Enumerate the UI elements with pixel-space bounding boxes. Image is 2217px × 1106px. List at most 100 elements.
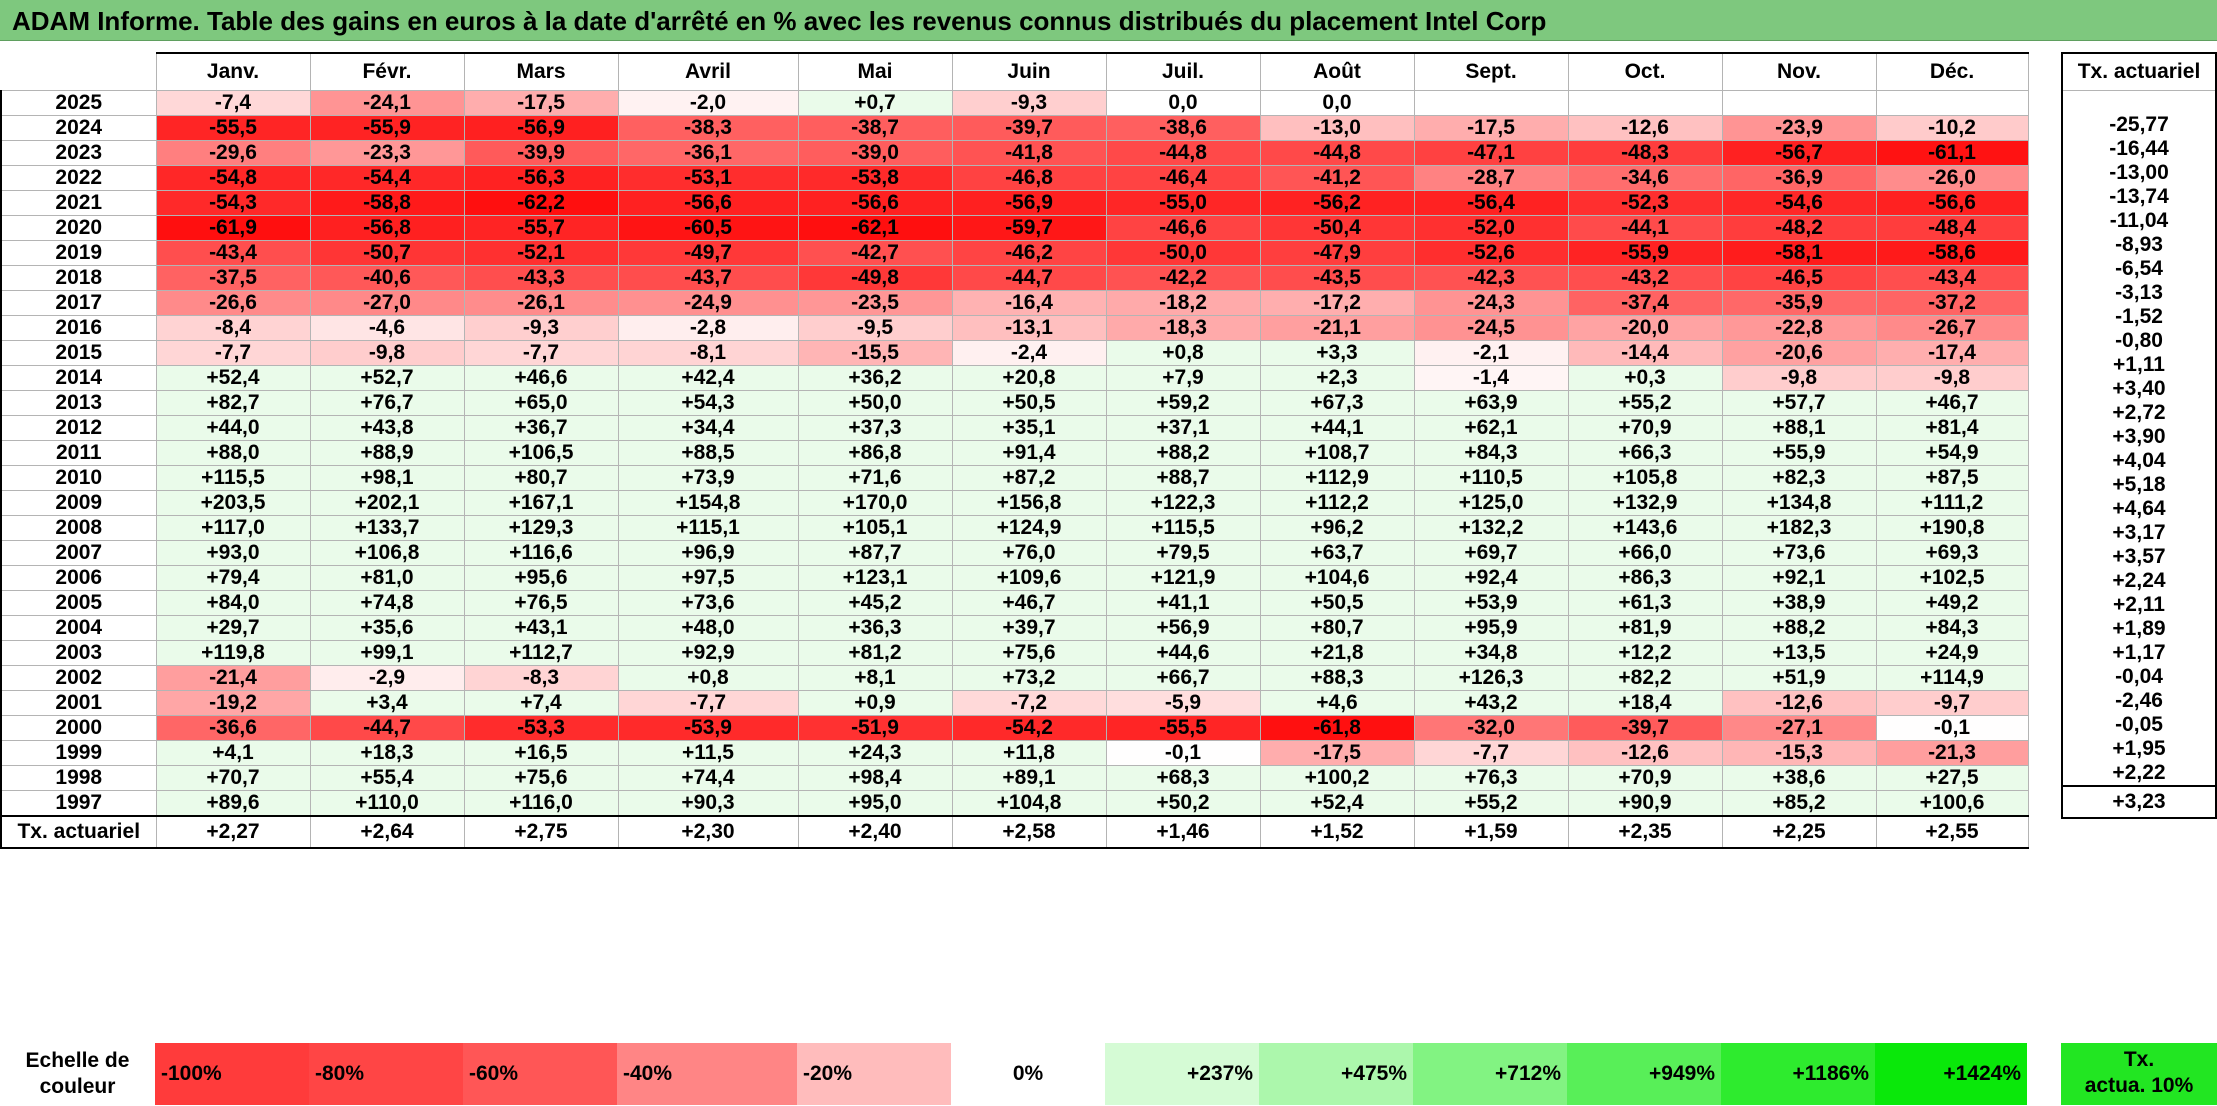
- value-cell: -2,4: [951, 340, 1107, 366]
- value-cell: +44,1: [1259, 415, 1415, 441]
- value-cell: +46,6: [463, 365, 619, 391]
- value-cell: -48,2: [1721, 215, 1877, 241]
- value-cell: +74,4: [617, 765, 799, 791]
- value-cell: +97,5: [617, 565, 799, 591]
- year-cell: 2009: [0, 490, 157, 516]
- value-cell: +156,8: [951, 490, 1107, 516]
- value-cell: +126,3: [1413, 665, 1569, 691]
- value-cell: +102,5: [1875, 565, 2029, 591]
- table-row: 2005 +84,0 +74,8 +76,5 +73,6 +45,2 +46,7 +41,1 +…: [0, 590, 2029, 616]
- value-cell: +4,1: [155, 740, 311, 766]
- value-cell: +114,9: [1875, 665, 2029, 691]
- value-cell: +11,5: [617, 740, 799, 766]
- year-cell: 2004: [0, 615, 157, 641]
- value-cell: +88,1: [1721, 415, 1877, 441]
- value-cell: -9,5: [797, 315, 953, 341]
- value-cell: +65,0: [463, 390, 619, 416]
- value-cell: -37,2: [1875, 290, 2029, 316]
- value-cell: +93,0: [155, 540, 311, 566]
- value-cell: -0,1: [1105, 740, 1261, 766]
- year-cell: 2023: [0, 140, 157, 166]
- rate-cell: +3,57: [2061, 545, 2217, 569]
- value-cell: +24,9: [1875, 640, 2029, 666]
- value-cell: -23,3: [309, 140, 465, 166]
- value-cell: +76,0: [951, 540, 1107, 566]
- value-cell: +112,7: [463, 640, 619, 666]
- color-scale-step: 0%: [951, 1043, 1105, 1105]
- rate-row: -1,52: [2061, 305, 2217, 329]
- rate-average-row: +3,23: [2061, 785, 2217, 819]
- value-cell: -59,7: [951, 215, 1107, 241]
- table-row: 2012 +44,0 +43,8 +36,7 +34,4 +37,3 +35,1 +37,1 +…: [0, 415, 2029, 441]
- value-cell: +143,6: [1567, 515, 1723, 541]
- value-cell: -38,7: [797, 115, 953, 141]
- value-cell: -42,7: [797, 240, 953, 266]
- value-cell: +86,3: [1567, 565, 1723, 591]
- value-cell: +76,3: [1413, 765, 1569, 791]
- value-cell: -43,2: [1567, 265, 1723, 291]
- value-cell: -18,2: [1105, 290, 1261, 316]
- value-cell: -41,8: [951, 140, 1107, 166]
- value-cell: -52,6: [1413, 240, 1569, 266]
- value-cell: -54,6: [1721, 190, 1877, 216]
- value-cell: -46,5: [1721, 265, 1877, 291]
- value-cell: +109,6: [951, 565, 1107, 591]
- rate-row: -2,46: [2061, 689, 2217, 713]
- value-cell: +84,3: [1413, 440, 1569, 466]
- color-scale: Echelle de couleur -100% -80% -60% -40% -20% 0%…: [0, 1043, 2027, 1105]
- value-cell: +69,7: [1413, 540, 1569, 566]
- value-cell: +70,9: [1567, 765, 1723, 791]
- value-cell: -7,7: [463, 340, 619, 366]
- value-cell: +89,6: [155, 790, 311, 817]
- value-cell: -23,5: [797, 290, 953, 316]
- value-cell: -56,3: [463, 165, 619, 191]
- value-cell: -56,9: [951, 190, 1107, 216]
- value-cell: -56,8: [309, 215, 465, 241]
- rate-cell: -13,74: [2061, 185, 2217, 209]
- returns-table: Janv. Févr. Mars Avril Mai Juin Juil. Août Sept.…: [0, 52, 2029, 849]
- value-cell: +98,4: [797, 765, 953, 791]
- value-cell: -9,8: [309, 340, 465, 366]
- value-cell: +110,5: [1413, 465, 1569, 491]
- value-cell: [1413, 90, 1569, 116]
- value-cell: -2,0: [617, 90, 799, 116]
- month-header: Nov.: [1721, 52, 1877, 91]
- value-cell: +112,9: [1259, 465, 1415, 491]
- value-cell: +74,8: [309, 590, 465, 616]
- value-cell: -34,6: [1567, 165, 1723, 191]
- value-cell: [1875, 90, 2029, 116]
- rate-average-cell: +3,23: [2061, 785, 2217, 819]
- table-row: 2023 -29,6 -23,3 -39,9 -36,1 -39,0 -41,8 -44,8-…: [0, 140, 2029, 166]
- value-cell: -43,4: [1875, 265, 2029, 291]
- rate-cell: +1,11: [2061, 353, 2217, 377]
- value-cell: -54,3: [155, 190, 311, 216]
- value-cell: -56,4: [1413, 190, 1569, 216]
- color-scale-step: +1186%: [1721, 1043, 1875, 1105]
- value-cell: +116,0: [463, 790, 619, 817]
- rate-cell: -13,00: [2061, 161, 2217, 185]
- table-row: 2002 -21,4 -2,9 -8,3 +0,8 +8,1 +73,2 +66,7 +88,3…: [0, 665, 2029, 691]
- value-cell: -39,0: [797, 140, 953, 166]
- value-cell: +51,9: [1721, 665, 1877, 691]
- rate-cell: +2,11: [2061, 593, 2217, 617]
- value-cell: +104,8: [951, 790, 1107, 817]
- value-cell: -53,9: [617, 715, 799, 741]
- value-cell: -44,8: [1259, 140, 1415, 166]
- value-cell: -28,7: [1413, 165, 1569, 191]
- value-cell: +68,3: [1105, 765, 1261, 791]
- value-cell: +80,7: [1259, 615, 1415, 641]
- table-row: 2000 -36,6 -44,7 -53,3 -53,9 -51,9 -54,2 -55,5-…: [0, 715, 2029, 741]
- value-cell: -36,1: [617, 140, 799, 166]
- table-row: 2025 -7,4 -24,1 -17,5 -2,0 +0,7 -9,3 0,0 0,0: [0, 90, 2029, 116]
- value-cell: +55,2: [1413, 790, 1569, 817]
- value-cell: -24,9: [617, 290, 799, 316]
- value-cell: -38,3: [617, 115, 799, 141]
- rate-row: -0,04: [2061, 665, 2217, 689]
- value-cell: -12,6: [1721, 690, 1877, 716]
- returns-table-body: Janv. Févr. Mars Avril Mai Juin Juil. Août Sept.…: [0, 52, 2029, 849]
- value-cell: +73,9: [617, 465, 799, 491]
- value-cell: +37,1: [1105, 415, 1261, 441]
- value-cell: -7,7: [1413, 740, 1569, 766]
- value-cell: +55,2: [1567, 390, 1723, 416]
- value-cell: -42,2: [1105, 265, 1261, 291]
